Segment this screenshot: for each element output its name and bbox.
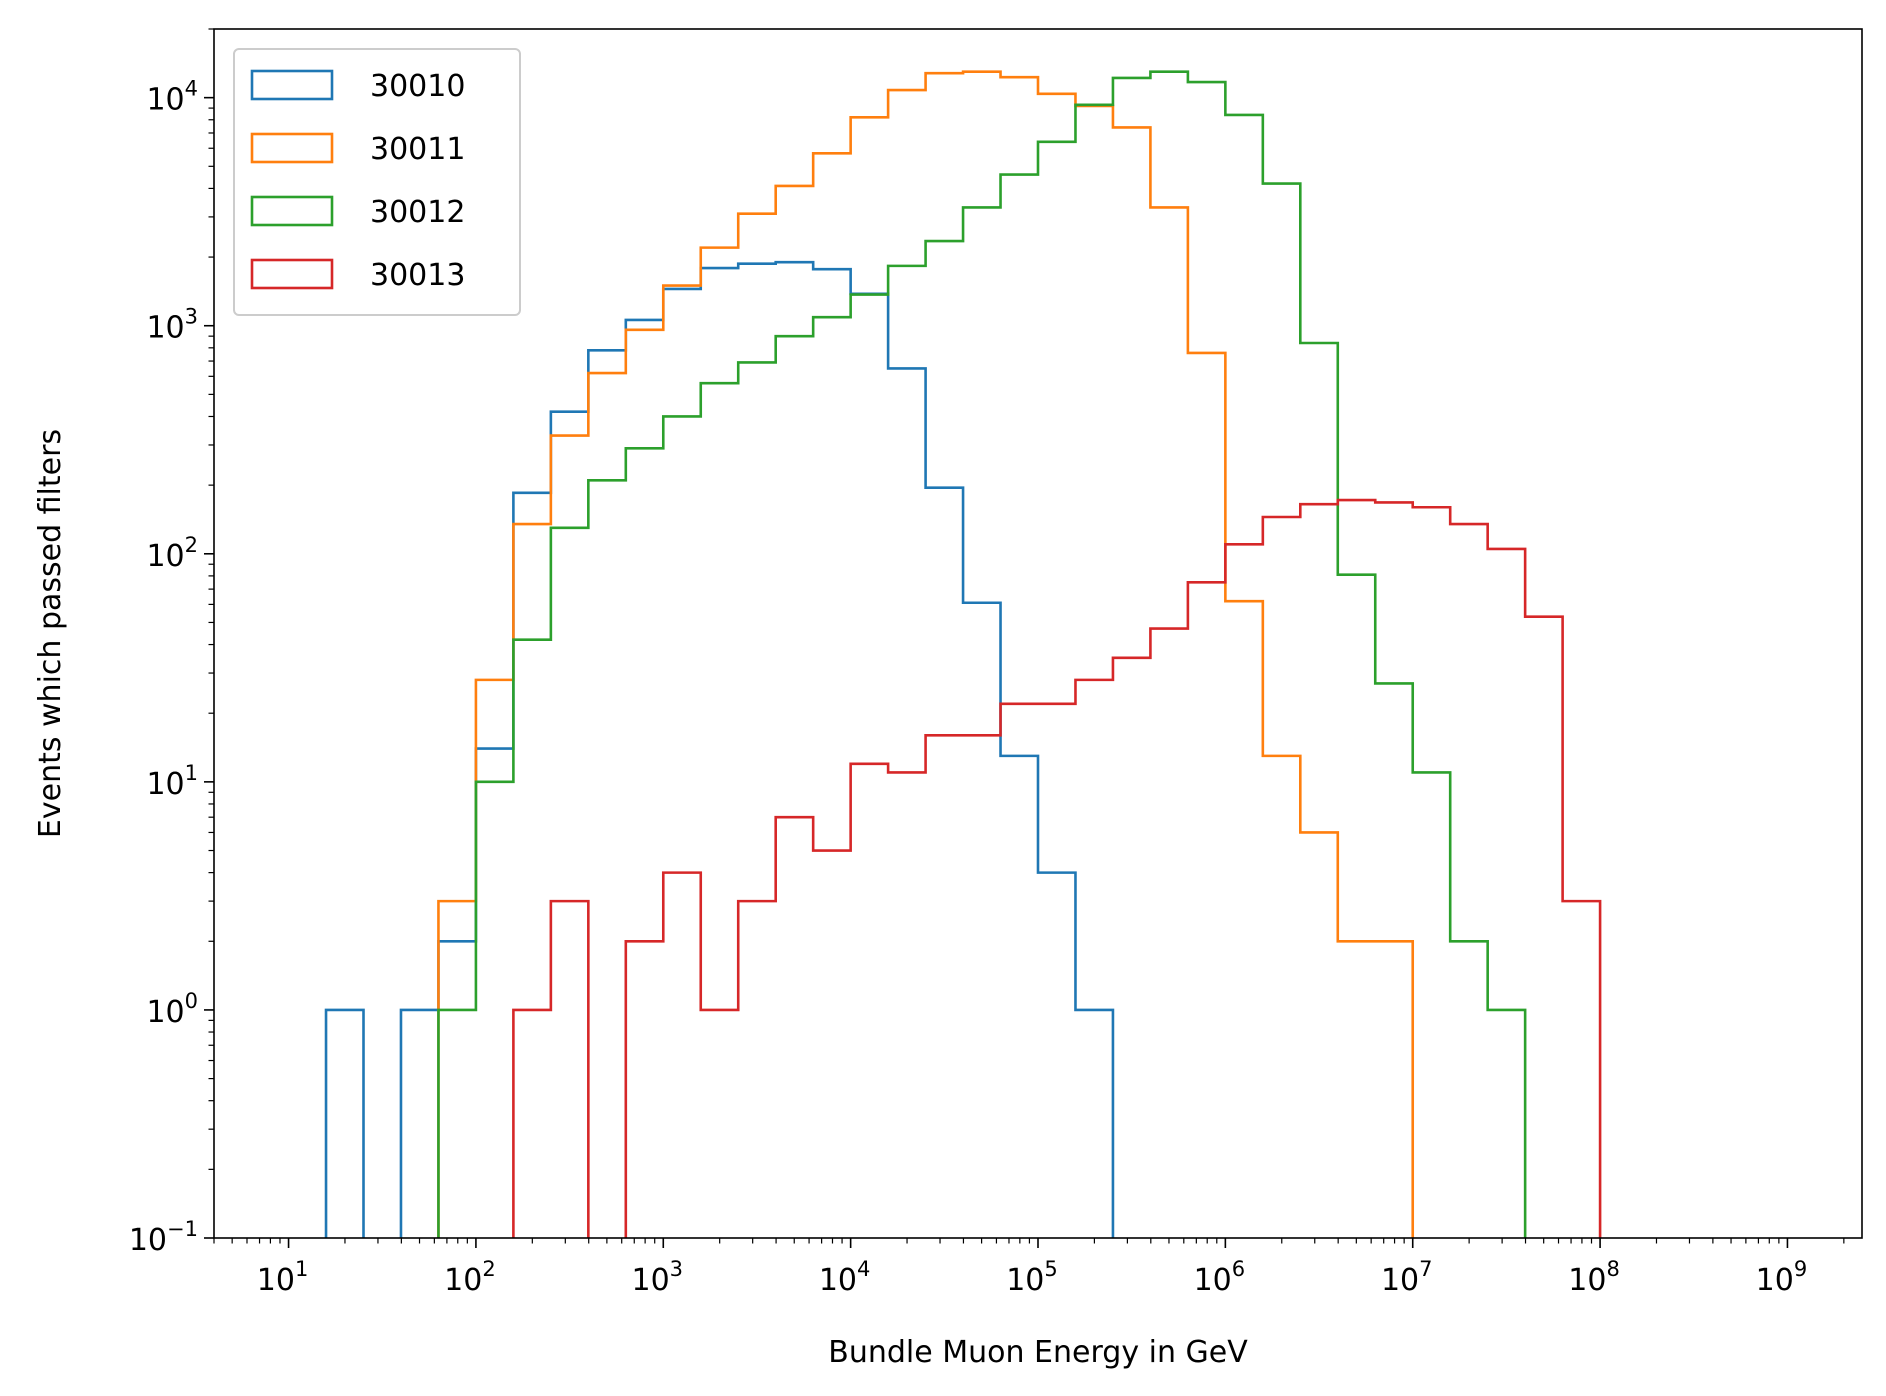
legend-label-30013: 30013	[370, 258, 465, 293]
x-tick-label: 104	[819, 1257, 871, 1298]
legend: 30010 30011 30012 30013	[233, 48, 521, 316]
series-line-30011	[437, 70, 1415, 1238]
x-tick-label: 105	[1006, 1257, 1058, 1298]
series-line-30010	[324, 260, 1115, 1238]
legend-swatch-30011	[250, 132, 334, 164]
y-tick-label: 100	[146, 989, 198, 1030]
legend-label-30012: 30012	[370, 195, 465, 230]
x-tick-label: 101	[257, 1257, 309, 1298]
series-line-30013	[512, 498, 1602, 1238]
legend-swatch-30012	[250, 195, 334, 227]
x-tick-label: 108	[1568, 1257, 1620, 1298]
series-line-30012	[437, 70, 1527, 1238]
y-tick-label: 104	[146, 77, 198, 118]
legend-box	[233, 48, 521, 316]
legend-swatch-30010	[250, 69, 334, 101]
x-tick-label: 109	[1756, 1257, 1808, 1298]
axes-layer: 101 102 103 104 105 106 107 108 109 10−1 100 101 102…	[129, 28, 1845, 1298]
x-tick-label: 103	[631, 1257, 683, 1298]
x-tick-label: 102	[444, 1257, 496, 1298]
legend-swatch-30013	[250, 258, 334, 290]
x-tick-label: 107	[1381, 1257, 1433, 1298]
legend-label-30011: 30011	[370, 132, 465, 167]
y-tick-label: 101	[146, 761, 198, 802]
y-tick-label: 10−1	[129, 1217, 198, 1258]
series-layer	[324, 70, 1602, 1238]
y-axis-label: Events which passed filters	[33, 429, 68, 838]
y-tick-label: 102	[146, 533, 198, 574]
y-tick-label: 103	[146, 305, 198, 346]
legend-label-30010: 30010	[370, 69, 465, 104]
plot-frame	[213, 28, 1863, 1239]
x-axis-label: Bundle Muon Energy in GeV	[828, 1335, 1248, 1370]
x-tick-label: 106	[1194, 1257, 1246, 1298]
